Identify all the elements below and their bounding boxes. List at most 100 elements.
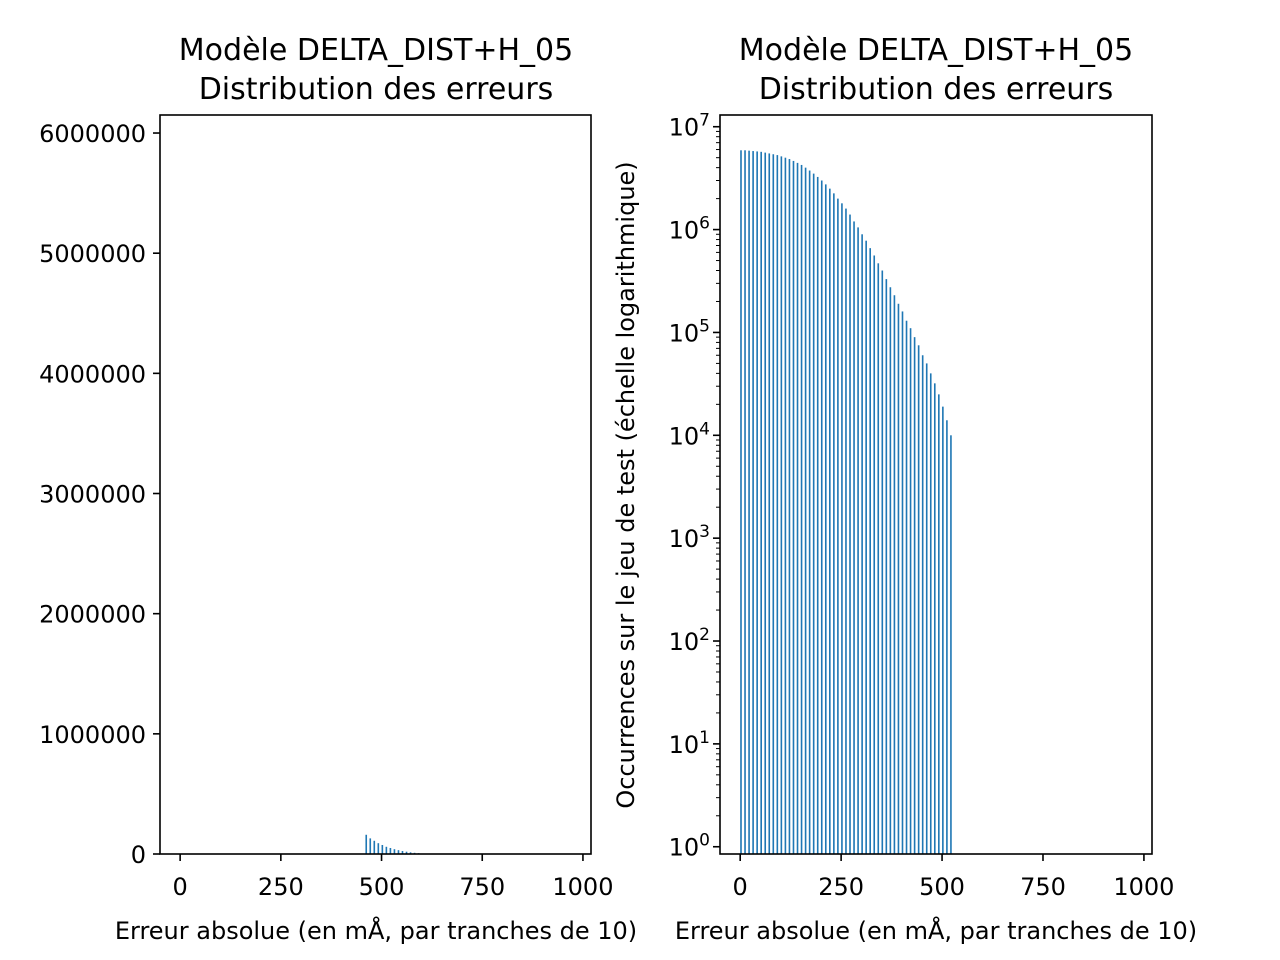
left-x-tick-label: 500	[359, 873, 405, 901]
left-title-line2: Distribution des erreurs	[199, 72, 554, 107]
left-x-tick-label: 1000	[552, 873, 613, 901]
right-y-axis-label: Occurrences sur le jeu de test (échelle …	[612, 161, 640, 808]
right-bar	[800, 164, 803, 855]
left-title-line1: Modèle DELTA_DIST+H_05	[179, 33, 573, 68]
right-bar	[820, 180, 823, 854]
left-plot-frame	[159, 114, 592, 855]
right-bar	[877, 263, 880, 854]
right-bar	[901, 311, 904, 854]
right-bar	[764, 152, 767, 854]
right-bar	[837, 198, 839, 855]
right-bar	[917, 345, 920, 854]
right-y-tick-label: 100	[669, 831, 710, 862]
right-y-tick-label: 107	[669, 111, 710, 142]
right-bar	[845, 208, 847, 854]
left-bar	[397, 850, 400, 854]
right-x-tick-label: 750	[1020, 873, 1066, 901]
right-bar	[905, 320, 908, 854]
right-bars	[740, 150, 952, 855]
left-y-tick-label: 1000000	[39, 721, 146, 749]
right-bar	[950, 435, 952, 854]
right-bar	[893, 295, 896, 854]
left-x-tick-label: 0	[172, 873, 187, 901]
right-bar	[792, 160, 795, 854]
right-bar	[788, 159, 791, 854]
right-bar	[925, 363, 928, 854]
left-bar	[373, 840, 376, 854]
right-y-tick-label: 103	[669, 522, 710, 553]
right-y-tick-label: 105	[669, 316, 710, 347]
right-bar	[833, 193, 835, 854]
right-title-line1: Modèle DELTA_DIST+H_05	[739, 33, 1133, 68]
right-bar	[873, 255, 876, 854]
left-bar	[409, 852, 412, 854]
right-bar	[897, 303, 900, 854]
right-y-tick-label: 106	[669, 214, 710, 245]
left-bar	[405, 851, 408, 854]
right-bar	[804, 167, 807, 854]
right-bar	[796, 162, 799, 854]
right-bar	[780, 156, 783, 854]
right-bar	[784, 157, 787, 854]
right-bar	[744, 150, 746, 855]
right-bar	[768, 153, 771, 854]
right-bar	[824, 184, 827, 854]
right-bar	[857, 227, 859, 855]
right-bar	[869, 248, 871, 854]
left-bars	[365, 834, 420, 854]
left-x-ticks: 0 250 500 750 1000	[172, 854, 613, 901]
right-bar	[772, 154, 775, 854]
left-y-tick-label: 3000000	[39, 481, 146, 509]
left-bar	[369, 838, 372, 854]
right-plot-frame	[719, 114, 1153, 855]
right-x-tick-label: 1000	[1113, 873, 1174, 901]
right-x-tick-label: 0	[733, 873, 748, 901]
right-bar	[808, 170, 811, 854]
left-y-tick-label: 5000000	[39, 240, 146, 268]
left-y-tick-label: 4000000	[39, 360, 146, 388]
left-x-tick-label: 750	[459, 873, 505, 901]
right-y-tick-label: 104	[669, 419, 710, 450]
left-bar	[401, 850, 404, 854]
right-bar	[909, 328, 912, 854]
right-x-tick-label: 500	[919, 873, 965, 901]
right-bar	[812, 173, 815, 854]
right-bar	[740, 150, 742, 855]
right-bar	[933, 383, 936, 854]
right-x-ticks: 0 250 500 750 1000	[733, 854, 1174, 901]
right-bar	[748, 150, 750, 855]
right-bar	[760, 151, 762, 854]
linear-histogram-panel: Modèle DELTA_DIST+H_05 Distribution des …	[39, 33, 637, 945]
left-bar	[377, 843, 380, 854]
right-bar	[913, 337, 916, 855]
right-bar	[938, 394, 940, 854]
left-bar	[381, 844, 384, 854]
right-bar	[841, 203, 843, 854]
left-bar	[393, 849, 396, 854]
right-bar	[849, 214, 851, 855]
right-bar	[853, 221, 855, 854]
right-bar	[829, 188, 831, 855]
log-histogram-panel: Modèle DELTA_DIST+H_05 Distribution des …	[612, 33, 1197, 945]
right-bar	[756, 151, 758, 854]
right-bar	[885, 279, 888, 854]
right-bar	[816, 176, 819, 855]
right-title-line2: Distribution des erreurs	[759, 72, 1114, 107]
right-bar	[921, 355, 924, 854]
right-x-axis-label: Erreur absolue (en mÅ, par tranches de 1…	[675, 916, 1197, 945]
right-bar	[861, 234, 863, 854]
right-bar	[776, 155, 779, 855]
right-y-tick-label: 101	[669, 728, 710, 759]
right-bar	[942, 406, 944, 854]
right-x-tick-label: 250	[818, 873, 864, 901]
left-x-tick-label: 250	[258, 873, 304, 901]
left-x-axis-label: Erreur absolue (en mÅ, par tranches de 1…	[115, 916, 637, 945]
right-bar	[929, 373, 932, 854]
left-bar	[365, 834, 368, 854]
left-y-tick-label: 6000000	[39, 120, 146, 148]
left-bar	[385, 846, 388, 854]
right-bar	[752, 151, 754, 854]
right-y-tick-label: 102	[669, 625, 710, 656]
right-bar	[889, 287, 892, 855]
